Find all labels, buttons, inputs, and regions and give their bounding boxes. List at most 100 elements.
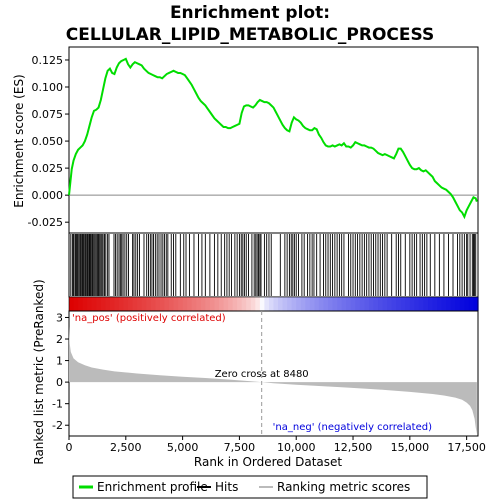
- correlation-color-strip: [300, 297, 306, 311]
- correlation-color-strip: [305, 297, 311, 311]
- correlation-color-strip: [218, 297, 225, 311]
- correlation-color-strip: [409, 297, 415, 311]
- correlation-color-strip: [69, 297, 75, 311]
- correlation-color-strip: [100, 297, 106, 311]
- correlation-color-strip: [378, 297, 384, 311]
- rank-y-axis-label: Ranked list metric (PreRanked): [32, 279, 46, 464]
- rank-y-tick-label: 3: [56, 311, 63, 324]
- correlation-color-strip: [273, 297, 279, 311]
- correlation-color-strip: [205, 297, 211, 311]
- correlation-color-strip: [159, 297, 166, 311]
- correlation-color-strip: [314, 297, 320, 311]
- correlation-color-strip: [428, 297, 434, 311]
- correlation-color-strip: [373, 297, 379, 311]
- correlation-color-strip: [164, 297, 170, 311]
- correlation-color-strip: [268, 297, 275, 311]
- rank-y-tick-label: 1: [56, 355, 63, 368]
- rank-x-tick-label: 0: [66, 441, 73, 454]
- correlation-color-strip: [132, 297, 138, 311]
- correlation-color-strip: [78, 297, 84, 311]
- correlation-color-strip: [73, 297, 79, 311]
- correlation-color-strip: [118, 297, 125, 311]
- correlation-color-strip: [105, 297, 111, 311]
- correlation-color-strip: [282, 297, 288, 311]
- correlation-color-strip: [296, 297, 302, 311]
- enrichment-profile-line: [68, 57, 478, 220]
- correlation-color-strip: [264, 297, 270, 311]
- correlation-color-strip: [359, 297, 365, 311]
- rank-x-tick-label: 17,500: [447, 441, 486, 454]
- correlation-color-strip: [318, 297, 325, 311]
- correlation-color-strip: [337, 297, 343, 311]
- rank-y-tick-label: 0: [56, 376, 63, 389]
- correlation-color-strip: [168, 297, 175, 311]
- correlation-color-strip: [350, 297, 356, 311]
- rank-y-tick-label: -2: [52, 419, 63, 432]
- correlation-color-strip: [446, 297, 452, 311]
- correlation-color-strip: [250, 297, 256, 311]
- correlation-color-strip: [155, 297, 161, 311]
- correlation-color-strip: [209, 297, 216, 311]
- rank-x-tick-label: 2,500: [110, 441, 142, 454]
- legend-item-label: Ranking metric scores: [277, 480, 410, 494]
- correlation-color-strip: [259, 297, 266, 311]
- correlation-color-strip: [232, 297, 238, 311]
- rank-x-tick-label: 5,000: [167, 441, 199, 454]
- es-y-tick-label: -0.025: [28, 216, 63, 229]
- correlation-color-strip: [323, 297, 329, 311]
- rank-x-tick-label: 7,500: [224, 441, 256, 454]
- rank-x-tick-label: 12,500: [334, 441, 373, 454]
- correlation-color-strip: [391, 297, 397, 311]
- correlation-color-strip: [200, 297, 206, 311]
- correlation-color-strip: [278, 297, 284, 311]
- correlation-color-strip: [441, 297, 447, 311]
- correlation-color-strip: [191, 297, 197, 311]
- correlation-color-strip: [418, 297, 425, 311]
- correlation-color-strip: [255, 297, 261, 311]
- correlation-color-strip: [437, 297, 443, 311]
- correlation-color-strip: [368, 297, 375, 311]
- correlation-color-strip: [228, 297, 234, 311]
- es-plot-frame: [68, 46, 479, 234]
- rank-x-axis-label: Rank in Ordered Dataset: [194, 455, 342, 469]
- correlation-color-strip: [109, 297, 116, 311]
- correlation-color-strip: [182, 297, 188, 311]
- correlation-color-strip: [178, 297, 184, 311]
- correlation-color-strip: [355, 297, 361, 311]
- correlation-color-strip: [414, 297, 420, 311]
- correlation-color-strip: [364, 297, 370, 311]
- es-y-tick-label: 0.125: [32, 54, 64, 67]
- correlation-color-strip: [214, 297, 220, 311]
- correlation-color-strip: [196, 297, 202, 311]
- correlation-color-strip: [455, 297, 461, 311]
- correlation-color-strip: [241, 297, 247, 311]
- rank-x-tick-label: 10,000: [277, 441, 316, 454]
- correlation-color-strip: [91, 297, 97, 311]
- rank-x-tick-label: 15,000: [391, 441, 430, 454]
- correlation-color-strip: [137, 297, 143, 311]
- correlation-color-strip: [114, 297, 120, 311]
- correlation-color-strip: [96, 297, 102, 311]
- correlation-color-strip: [173, 297, 179, 311]
- chart-title-line2: CELLULAR_LIPID_METABOLIC_PROCESS: [66, 25, 434, 45]
- es-y-tick-label: 0.100: [32, 81, 64, 94]
- rank-y-tick-label: -1: [52, 398, 63, 411]
- es-y-tick-label: 0.000: [32, 189, 64, 202]
- negative-correlation-label: 'na_neg' (negatively correlated): [273, 422, 432, 433]
- correlation-color-strip: [150, 297, 156, 311]
- correlation-color-strip: [423, 297, 429, 311]
- correlation-color-strip: [405, 297, 411, 311]
- es-panel: -0.025 0.000 0.025 0.050 0.075 0.100 0.125: [28, 46, 479, 234]
- correlation-color-strip: [223, 297, 229, 311]
- correlation-color-strip: [237, 297, 243, 311]
- correlation-color-strip: [400, 297, 406, 311]
- ranking-metric-area: [69, 326, 477, 434]
- rank-panel: -2 -1 0 1 2 3 0 2,500 5,000 7,500 10,000 12,500 15,0…: [52, 310, 486, 454]
- correlation-color-strip: [128, 297, 134, 311]
- correlation-color-strip: [473, 297, 479, 311]
- correlation-color-strip: [396, 297, 402, 311]
- correlation-color-strip: [291, 297, 297, 311]
- chart-title-line1: Enrichment plot:: [170, 3, 330, 23]
